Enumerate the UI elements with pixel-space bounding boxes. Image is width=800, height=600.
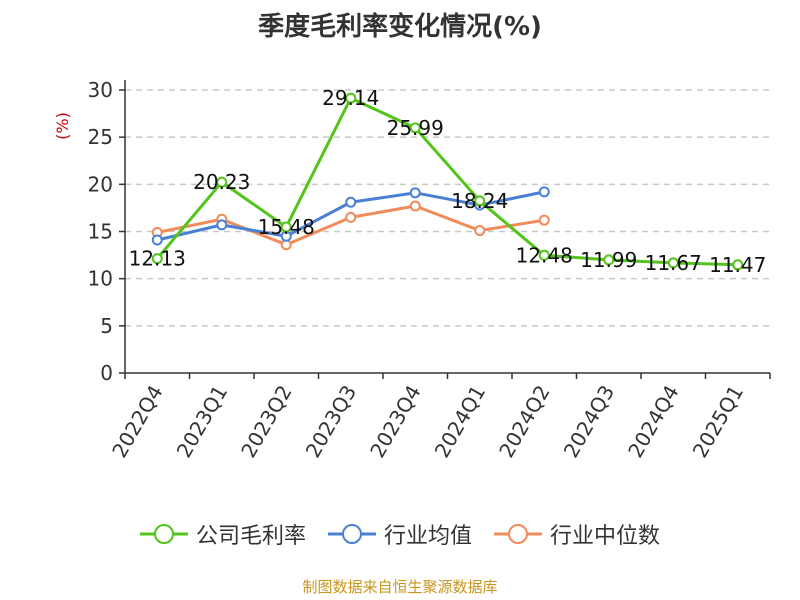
data-point [409,187,421,199]
y-tick-label: 30 [88,78,113,102]
data-label: 18.24 [451,189,508,213]
data-point [538,214,550,226]
data-point [345,92,357,104]
legend-item: 行业均值 [327,518,472,550]
data-point [409,200,421,212]
legend-item: 公司毛利率 [139,518,306,550]
data-labels: 12.13 20.23 15.48 29.14 25.99 18.24 12.48 11.99… [129,86,767,277]
legend-label: 行业中位数 [550,524,661,549]
legend-marker [508,524,528,544]
x-tick-label: 2023Q2 [236,381,296,462]
x-tick-label: 2024Q3 [559,381,619,462]
data-point [732,259,744,271]
data-point [216,176,228,188]
data-label: 11.47 [709,253,766,277]
legend-marker [153,524,174,544]
data-point [345,196,357,208]
data-point [151,234,163,246]
data-label: 29.14 [322,86,379,110]
y-tick-label: 25 [88,125,113,149]
x-tick-label: 2023Q4 [365,381,425,462]
legend-swatch [494,524,542,544]
data-point [538,186,550,198]
data-point [603,254,615,266]
x-tick-label: 2025Q1 [688,381,748,462]
series-line [156,96,738,267]
y-tick-label: 0 [100,361,113,385]
legend-label: 行业均值 [383,524,472,549]
y-tick-label: 10 [88,267,113,291]
y-tick-label: 20 [88,172,113,196]
legend-swatch [327,524,376,544]
y-tick-label: 5 [100,314,113,338]
x-tick-label: 2023Q3 [301,381,361,462]
x-tick-label: 2024Q2 [494,381,554,462]
data-label: 15.48 [258,215,315,239]
data-point [280,221,292,233]
chart-title: 季度毛利率变化情况(%) [258,12,542,42]
legend-swatch [139,524,188,544]
series-2 [151,200,550,251]
x-tick-label: 2024Q1 [430,381,490,462]
y-tick-label: 15 [88,220,113,244]
data-label: 20.23 [193,170,250,194]
data-point [409,122,421,134]
data-label: 12.13 [129,247,186,271]
data-point [151,253,163,265]
x-tick-label: 2022Q4 [107,381,167,462]
legend-marker [341,524,362,544]
data-label: 25.99 [387,116,444,140]
source-footer: 制图数据来自恒生聚源数据库 [302,578,498,596]
data-point [474,225,486,237]
series-lines [151,92,744,271]
data-label: 11.67 [645,251,702,275]
data-label: 11.99 [580,248,637,272]
legend: 公司毛利率 行业均值 行业中位数 [0,518,800,550]
legend-label: 公司毛利率 [195,524,306,549]
x-tick-label: 2023Q1 [172,381,232,462]
x-tick-label: 2024Q4 [623,381,683,462]
data-point [538,249,550,261]
data-point [345,211,357,223]
grid-lines [125,89,770,327]
data-label: 12.48 [516,243,573,267]
series-0 [151,92,744,271]
data-point [667,257,679,269]
data-point [474,195,486,207]
data-point [216,219,228,231]
legend-item: 行业中位数 [494,518,660,550]
y-axis-label: (%) [53,112,72,140]
